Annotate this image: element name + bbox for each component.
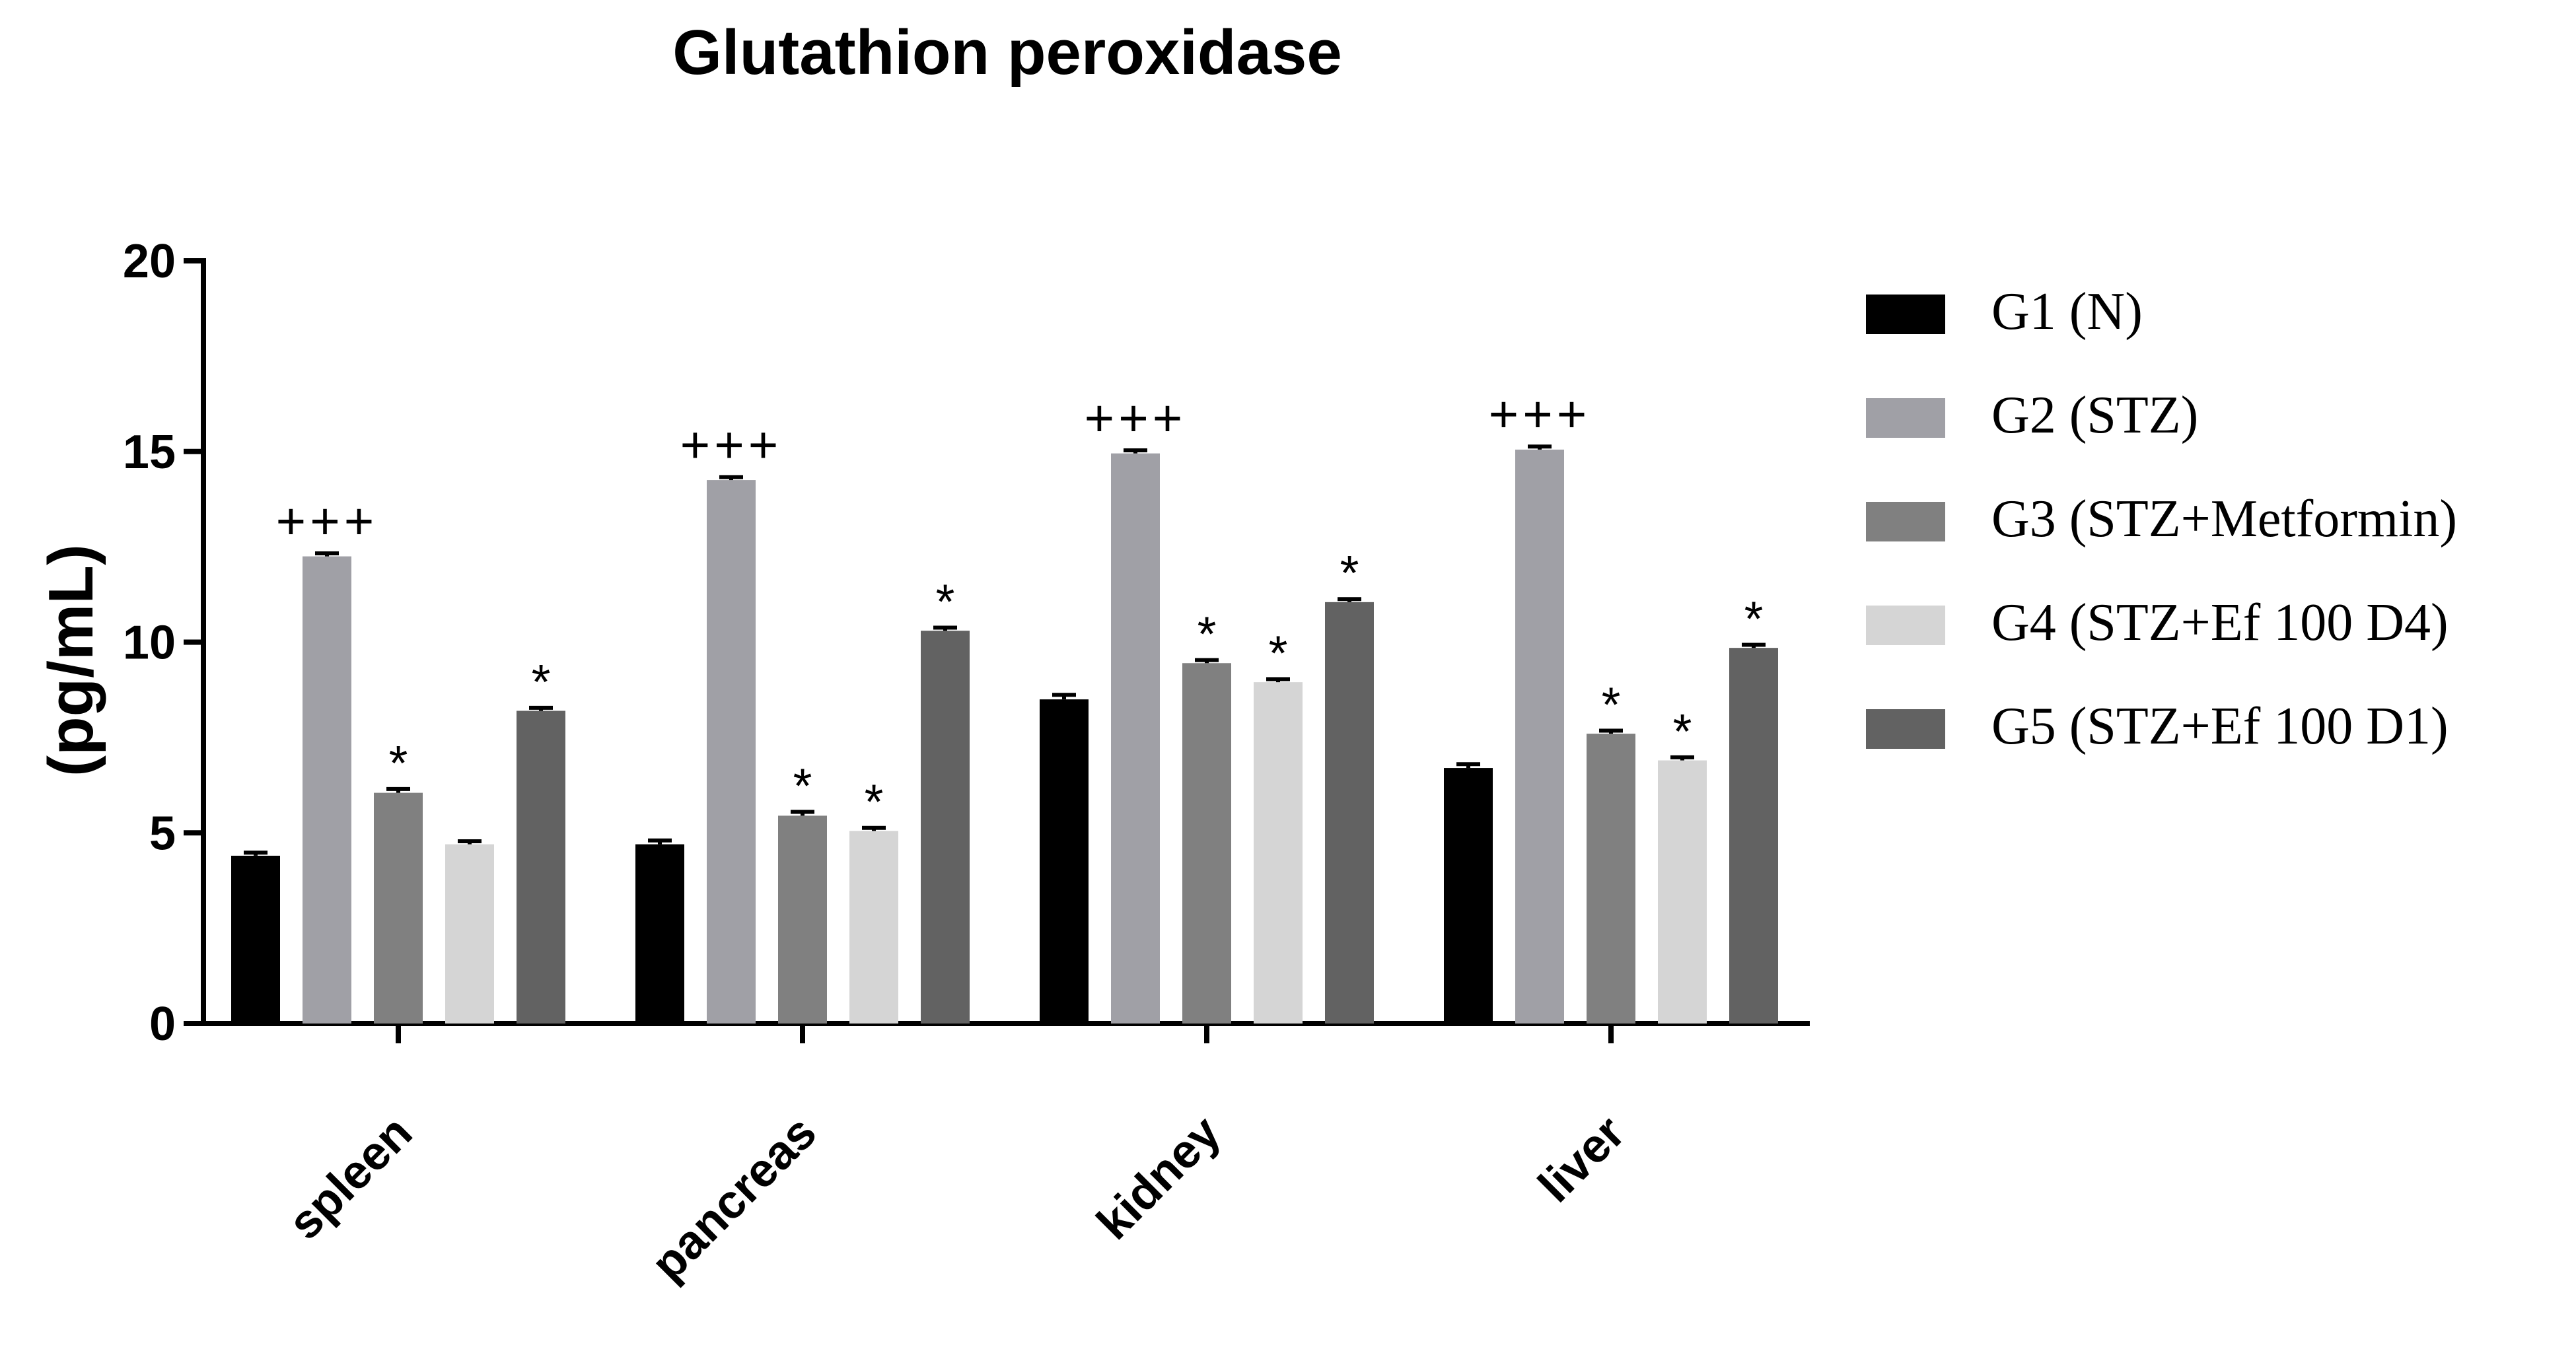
bar-pancreas-g5 (921, 631, 970, 1024)
significance-star: * (1269, 626, 1288, 681)
bar-kidney-g3 (1182, 663, 1231, 1024)
significance-star: * (1602, 677, 1621, 732)
significance-star: * (1340, 545, 1359, 600)
x-tick-label-spleen: spleen (278, 1106, 422, 1250)
bar-liver-g3 (1587, 734, 1635, 1024)
x-tick-label-liver: liver (1528, 1106, 1635, 1212)
bar-kidney-g5 (1325, 602, 1374, 1024)
significance-plus: +++ (680, 415, 783, 473)
y-tick-label: 10 (123, 617, 176, 670)
bar-pancreas-g1 (635, 844, 684, 1024)
legend-label-g5: G5 (STZ+Ef 100 D1) (1991, 697, 2449, 755)
bar-kidney-g1 (1040, 699, 1089, 1024)
significance-star: * (865, 775, 884, 829)
legend-swatch-g3 (1866, 502, 1945, 541)
bar-pancreas-g3 (778, 816, 827, 1024)
significance-plus: +++ (1489, 385, 1591, 443)
bar-spleen-g2 (303, 556, 351, 1024)
significance-plus: +++ (276, 492, 378, 550)
y-tick-label: 15 (123, 426, 176, 479)
significance-star: * (1673, 704, 1692, 759)
legend-swatch-g2 (1866, 398, 1945, 438)
bar-spleen-g5 (517, 711, 565, 1024)
significance-star: * (389, 736, 408, 790)
bar-liver-g5 (1729, 648, 1778, 1024)
legend-label-g1: G1 (N) (1991, 283, 2143, 341)
bar-kidney-g2 (1111, 453, 1160, 1024)
legend-swatch-g5 (1866, 709, 1945, 749)
legend: G1 (N) G2 (STZ) G3 (STZ+Metformin) G4 (STZ+… (1866, 283, 2457, 755)
significance-star: * (1744, 592, 1764, 646)
legend-label-g4: G4 (STZ+Ef 100 D4) (1991, 594, 2449, 652)
y-tick-label: 20 (123, 235, 176, 288)
x-tick-label-pancreas: pancreas (641, 1106, 826, 1291)
bar-spleen-g4 (445, 844, 494, 1024)
bar-liver-g2 (1515, 449, 1564, 1024)
legend-label-g3: G3 (STZ+Metformin) (1991, 490, 2457, 548)
y-tick-label: 0 (149, 998, 176, 1051)
legend-swatch-g1 (1866, 295, 1945, 334)
y-axis-label: (pg/mL) (36, 544, 106, 777)
bar-liver-g4 (1658, 760, 1707, 1024)
legend-swatch-g4 (1866, 606, 1945, 645)
y-tick-label: 5 (149, 807, 176, 860)
chart-title: Glutathion peroxidase (672, 17, 1342, 88)
legend-label-g2: G2 (STZ) (1991, 386, 2198, 444)
x-tick-label-kidney: kidney (1087, 1106, 1231, 1250)
bar-pancreas-g4 (849, 831, 898, 1024)
significance-star: * (793, 758, 812, 813)
bar-pancreas-g2 (707, 480, 756, 1024)
significance-star: * (936, 574, 955, 629)
significance-star: * (532, 654, 551, 709)
plot-area: 0 5 10 15 20 +++ * * spleen +++ * * * pancreas +++ * * * k… (123, 235, 1810, 1291)
bar-liver-g1 (1444, 768, 1493, 1024)
bar-spleen-g3 (374, 792, 423, 1024)
significance-plus: +++ (1085, 389, 1187, 447)
significance-star: * (1198, 607, 1217, 662)
bar-kidney-g4 (1254, 682, 1303, 1024)
bar-spleen-g1 (231, 855, 280, 1024)
